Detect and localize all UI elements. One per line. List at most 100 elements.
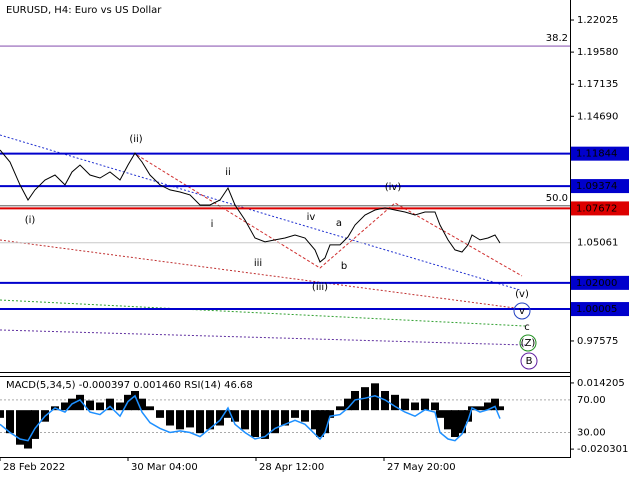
macd-bar [131, 390, 139, 411]
macd-bar [261, 410, 269, 439]
wave-label: (v) [515, 289, 529, 300]
macd-bar [0, 410, 4, 418]
macd-bar [281, 410, 289, 426]
wave-label: iii [254, 258, 262, 269]
price-line [0, 149, 501, 263]
wave-line [136, 154, 523, 277]
level-label: 1.09374 [576, 181, 617, 192]
macd-bar [421, 398, 429, 411]
macd-bar [391, 394, 399, 411]
macd-bar [106, 398, 114, 411]
macd-bar [86, 400, 94, 411]
macd-bar [76, 394, 84, 411]
macd-bar [464, 410, 472, 422]
macd-bar [6, 410, 14, 434]
wave-label: B [526, 356, 533, 367]
level-box [571, 179, 629, 194]
y-tick-label: 1.22025 [577, 15, 618, 26]
annotation-circle [513, 302, 531, 320]
macd-bar [431, 402, 439, 411]
macd-bar [231, 410, 239, 422]
macd-bar [336, 406, 344, 411]
indicator-title: MACD(5,34,5) -0.000397 0.001460 RSI(14) … [6, 380, 253, 391]
macd-bar [476, 406, 484, 411]
macd-bar [251, 410, 259, 438]
macd-bar [344, 398, 352, 411]
last-price-label: 1.05061 [577, 238, 618, 249]
macd-bar [271, 410, 279, 434]
macd-bar [186, 410, 194, 428]
macd-bar [491, 398, 499, 411]
level-label: 1.11844 [576, 149, 617, 160]
x-tick-label: 28 Feb 2022 [3, 462, 65, 473]
macd-bar [138, 398, 146, 411]
macd-bar [301, 410, 309, 422]
chart-title: EURUSD, H4: Euro vs US Dollar [6, 5, 162, 16]
level-label: 1.00005 [576, 304, 617, 315]
trend-line [0, 239, 516, 309]
level-box [571, 302, 629, 317]
macd-bar [241, 410, 249, 430]
wave-label: (iii) [312, 282, 328, 293]
wave-label: i [211, 219, 214, 230]
macd-bar [371, 383, 379, 411]
macd-bar [458, 410, 466, 434]
macd-bar [24, 410, 32, 449]
macd-bar [206, 410, 214, 430]
macd-bar [316, 410, 324, 438]
macd-bar [116, 402, 124, 411]
level-label: 1.07672 [576, 203, 617, 214]
level-label: 1.02000 [576, 278, 617, 289]
y-tick-label: 0.97575 [577, 336, 618, 347]
wave-label: c [524, 322, 530, 333]
macd-bar [196, 410, 204, 434]
level-box [571, 275, 629, 290]
wave-label: (iv) [385, 182, 402, 193]
level-box [571, 201, 629, 216]
y-tick-label: 1.19580 [577, 47, 618, 58]
wave-label: (i) [25, 215, 36, 226]
fibo-label: 50.0 [546, 193, 568, 204]
wave-label: ii [225, 167, 231, 178]
macd-bar [451, 410, 459, 438]
trend-line [0, 134, 521, 291]
y2-tick-label: 70.00 [577, 395, 606, 406]
macd-bar [166, 410, 174, 426]
macd-bar [436, 410, 444, 418]
annotation-circle [520, 352, 538, 370]
x-tick-label: 27 May 20:00 [387, 462, 456, 473]
macd-bar [401, 398, 409, 411]
wave-label: iv [307, 212, 316, 223]
y-tick-label: 1.17135 [577, 79, 618, 90]
y-tick-label: -0.020301 [577, 444, 628, 455]
macd-bar [16, 410, 24, 445]
level-box [571, 146, 629, 161]
macd-bar [146, 406, 154, 411]
wave-label: (Z) [521, 338, 536, 349]
x-tick-label: 30 Mar 04:00 [131, 462, 198, 473]
macd-bar [61, 402, 69, 411]
wave-label: (ii) [129, 134, 142, 145]
macd-bar [216, 410, 224, 426]
macd-bar [311, 410, 319, 430]
macd-bar [291, 410, 299, 418]
wave-label: v [519, 306, 525, 317]
macd-bar [496, 406, 504, 411]
y-tick-label: 0.014205 [577, 378, 625, 389]
macd-bar [321, 410, 329, 434]
macd-bar [176, 410, 184, 430]
macd-bar [96, 402, 104, 411]
macd-bar [326, 410, 334, 418]
macd-bar [411, 402, 419, 411]
wave-label: b [341, 261, 347, 272]
x-tick-label: 28 Apr 12:00 [259, 462, 324, 473]
y2-tick-label: 30.00 [577, 428, 606, 439]
fibo-label: 38.2 [546, 33, 568, 44]
y-tick-label: 1.14690 [577, 111, 618, 122]
macd-bar [156, 410, 164, 418]
macd-bar [224, 410, 232, 418]
macd-bar [484, 402, 492, 411]
wave-label: a [336, 218, 342, 229]
